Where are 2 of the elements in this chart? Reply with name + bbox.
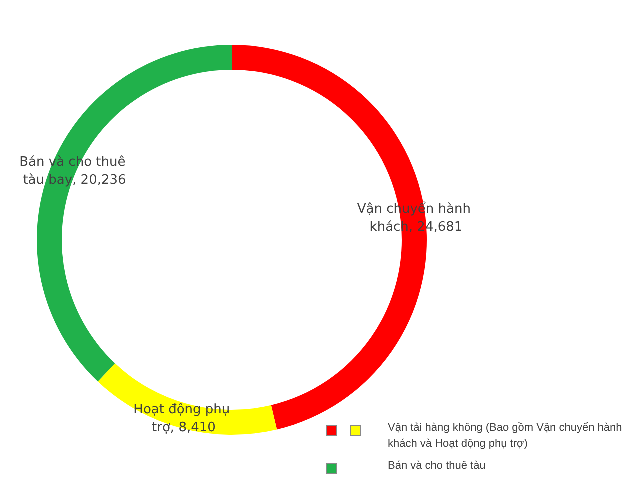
text: Bán và cho thuê tàu: [388, 459, 487, 474]
text: Vận tải hàng không (Bao gồm Vận chuyển hành khách và Hoạt động phụ trợ): [388, 421, 624, 452]
